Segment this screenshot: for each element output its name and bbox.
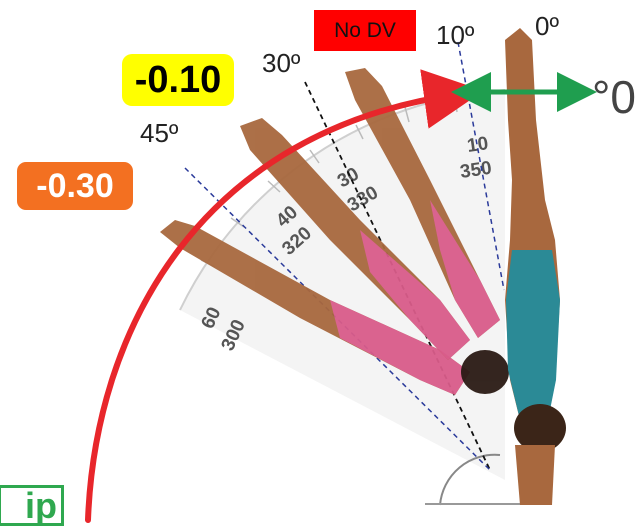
angle-label-0: 0º [535, 11, 559, 41]
angle-label-30: 30º [262, 48, 301, 78]
gymnast-35-deg [240, 118, 470, 360]
deviation-arc-arrow [85, 69, 484, 523]
gymnast-45-deg [160, 220, 470, 395]
gymnast-20-deg [345, 68, 509, 394]
protractor-tick-labels: 10 350 30 330 40 320 60 300 [197, 133, 493, 354]
line-10-deg [457, 41, 505, 291]
tick-350-label: 350 [459, 158, 493, 183]
angle-label-10: 10º [436, 20, 475, 50]
no-dv-badge: No DV [314, 10, 416, 51]
tick-10-label: 10 [466, 133, 490, 157]
gymnast-vertical [505, 28, 566, 505]
reference-lines [184, 41, 505, 471]
deduction-large-badge: -0.30 [17, 162, 133, 210]
vertical-zero-label: °0 [592, 71, 636, 123]
partial-word-badge: ip [0, 485, 64, 526]
angle-label-45: 45º [140, 118, 179, 148]
deduction-small-badge: -0.10 [122, 54, 234, 106]
